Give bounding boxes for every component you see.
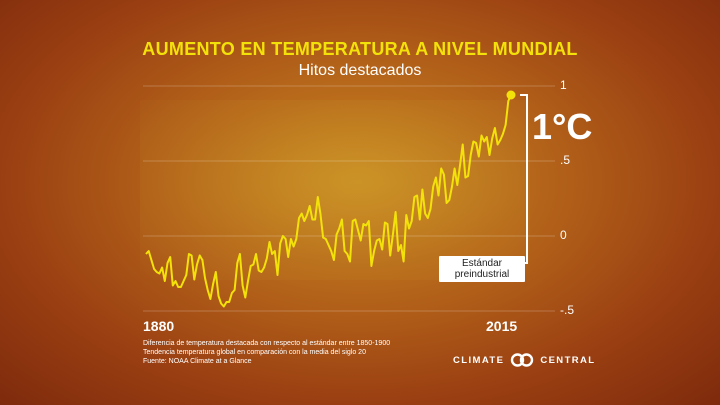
x-tick-label: 1880 — [143, 318, 175, 334]
logo-rings-icon — [511, 353, 534, 367]
temperature-series-line — [145, 94, 512, 308]
rise-bracket — [520, 94, 528, 264]
baseline-label-line1: Estándar — [461, 258, 503, 269]
latest-point-marker — [506, 90, 516, 100]
brand-right-text: CENTRAL — [540, 354, 596, 366]
footnote: Tendencia temperatura global en comparac… — [143, 349, 366, 356]
footnote: Diferencia de temperatura destacada con … — [143, 340, 391, 347]
x-tick-label: 2015 — [486, 318, 518, 334]
baseline-label-line2: preindustrial — [454, 269, 510, 280]
source-note: Fuente: NOAA Climate at a Glance — [143, 358, 252, 365]
rise-annotation: 1°C — [532, 106, 593, 147]
brand-left-text: CLIMATE — [453, 354, 505, 366]
baseline-annotation: Estándar preindustrial — [439, 256, 525, 282]
chart-subtitle: Hitos destacados — [298, 62, 422, 79]
y-tick-label: .5 — [560, 153, 571, 167]
y-tick-label: 0 — [560, 228, 567, 242]
chart-title: AUMENTO EN TEMPERATURA A NIVEL MUNDIAL — [142, 39, 578, 59]
y-tick-label: -.5 — [560, 303, 575, 317]
climate-central-logo: CLIMATE CENTRAL — [453, 353, 596, 367]
y-tick-label: 1 — [560, 78, 567, 92]
